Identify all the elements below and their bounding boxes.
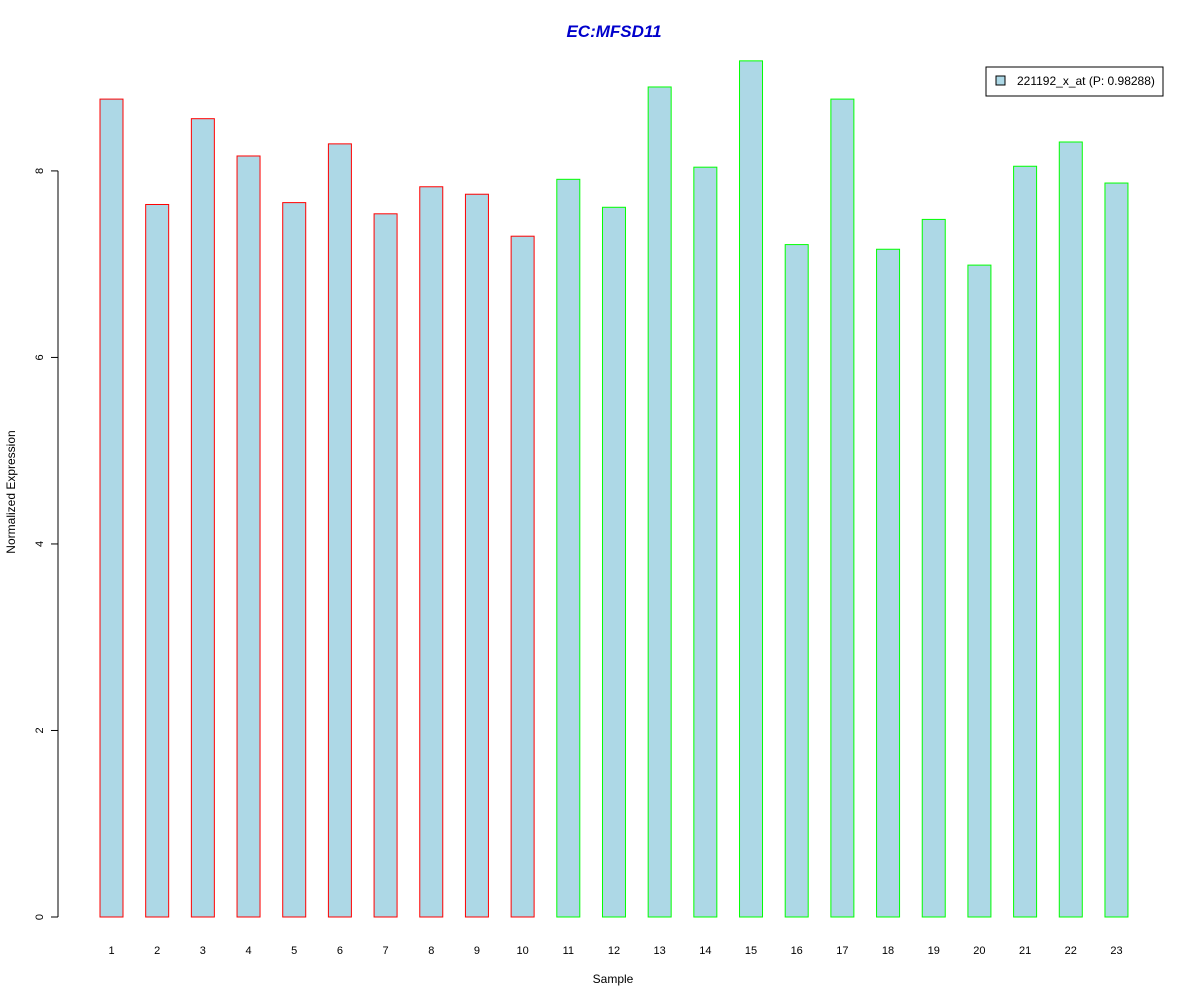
x-tick-label: 23 <box>1110 945 1122 957</box>
bar-sample-12 <box>601 206 626 918</box>
x-tick-label: 16 <box>791 945 803 957</box>
bars-group <box>99 60 1129 918</box>
y-axis-label: Normalized Expression <box>4 430 18 553</box>
legend: 221192_x_at (P: 0.98288) <box>985 66 1164 97</box>
bar-sample-4 <box>236 155 261 918</box>
x-tick-label: 13 <box>654 945 666 957</box>
x-tick-label: 7 <box>383 945 389 957</box>
x-tick-label: 12 <box>608 945 620 957</box>
y-axis: 0 2 4 6 8 <box>34 168 59 920</box>
x-tick-label: 9 <box>474 945 480 957</box>
x-axis-label: Sample <box>593 972 634 986</box>
bar-sample-9 <box>464 193 489 918</box>
legend-box <box>985 66 1164 97</box>
bar-sample-19 <box>921 218 946 918</box>
x-tick-label: 21 <box>1019 945 1031 957</box>
x-tick-label: 14 <box>699 945 711 957</box>
x-tick-label: 11 <box>563 945 574 957</box>
bar-sample-5 <box>282 202 307 918</box>
bar-sample-23 <box>1104 182 1129 918</box>
x-tick-label: 5 <box>291 945 297 957</box>
y-tick-label: 6 <box>34 354 46 360</box>
bar-sample-7 <box>373 213 398 918</box>
x-tick-label: 17 <box>836 945 848 957</box>
y-tick-label: 0 <box>34 914 46 920</box>
x-tick-label: 6 <box>337 945 343 957</box>
y-tick-label: 8 <box>34 168 46 174</box>
y-tick-label: 2 <box>34 727 46 733</box>
x-tick-label: 10 <box>516 945 528 957</box>
x-tick-label: 22 <box>1065 945 1077 957</box>
bar-sample-10 <box>510 235 535 918</box>
bar-sample-15 <box>739 60 764 918</box>
bar-sample-22 <box>1058 141 1083 918</box>
x-tick-label: 18 <box>882 945 894 957</box>
x-tick-label: 4 <box>245 945 251 957</box>
bar-sample-1 <box>99 98 124 918</box>
x-tick-label: 20 <box>973 945 985 957</box>
bar-sample-6 <box>327 143 352 918</box>
x-tick-labels: 1 2 3 4 5 6 7 8 9 10 11 12 13 14 15 16 17 18 19 20 21 22 23 <box>108 945 1122 957</box>
legend-swatch <box>995 75 1006 86</box>
x-tick-label: 2 <box>154 945 160 957</box>
bar-sample-17 <box>830 98 855 918</box>
bar-sample-3 <box>190 118 215 918</box>
x-tick-label: 3 <box>200 945 206 957</box>
legend-label: 221192_x_at (P: 0.98288) <box>1017 74 1155 88</box>
bar-sample-13 <box>647 86 672 918</box>
bar-sample-21 <box>1013 165 1038 918</box>
bar-sample-14 <box>693 166 718 918</box>
bar-sample-8 <box>419 186 444 918</box>
bar-sample-11 <box>556 178 581 918</box>
x-tick-label: 8 <box>428 945 434 957</box>
x-tick-label: 15 <box>745 945 757 957</box>
bar-sample-20 <box>967 264 992 918</box>
chart-title: EC:MFSD11 <box>566 22 661 41</box>
x-tick-label: 1 <box>108 945 114 957</box>
y-tick-label: 4 <box>34 541 46 547</box>
x-tick-label: 19 <box>928 945 940 957</box>
bar-sample-18 <box>876 248 901 918</box>
bar-sample-16 <box>784 244 809 918</box>
bar-sample-2 <box>145 203 170 918</box>
